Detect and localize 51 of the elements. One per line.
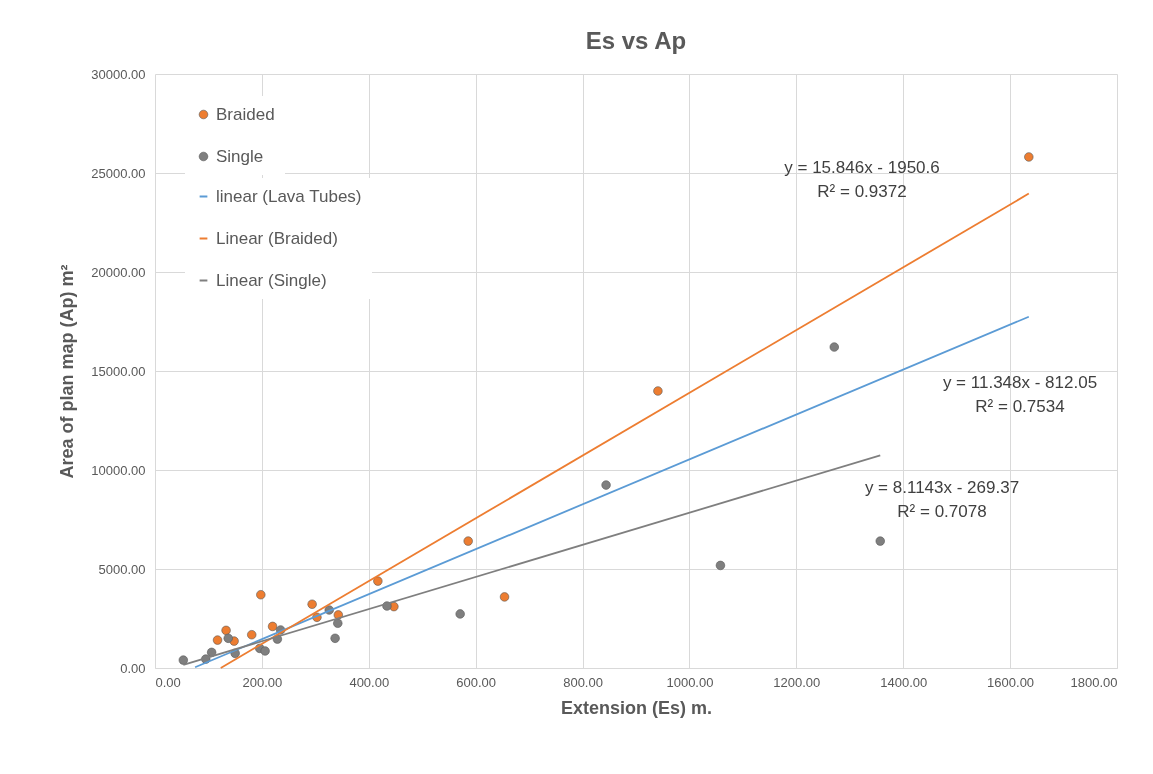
point xyxy=(267,621,278,632)
point xyxy=(499,592,510,602)
x-tick-label: 1800.00 xyxy=(1070,674,1118,690)
annotation: y = 15.846x - 1950.6 R² = 0.9372 xyxy=(784,158,940,201)
x-tick-label: 0.00 xyxy=(155,674,181,690)
chart-title: Es vs Ap xyxy=(585,27,687,54)
point xyxy=(221,625,231,635)
y-axis-title: Area of plan map (Ap) m² xyxy=(57,264,78,479)
y-tick-label: 10000.00 xyxy=(91,462,146,478)
point xyxy=(653,386,663,396)
x-tick-label: 600.00 xyxy=(456,674,497,690)
point xyxy=(829,342,839,352)
point xyxy=(212,635,223,645)
point xyxy=(463,536,473,546)
y-tick-label: 25000.00 xyxy=(91,165,146,181)
point xyxy=(260,646,270,656)
legend-label: Single xyxy=(216,146,264,166)
legend-label: Braided xyxy=(216,104,275,124)
legend-label: linear (Lava Tubes) xyxy=(216,186,362,206)
x-tick-label: 1000.00 xyxy=(666,674,714,690)
x-tick-label: 800.00 xyxy=(563,674,603,690)
legend-label: Linear (Single) xyxy=(216,270,327,290)
legend-label: Linear (Braided) xyxy=(216,228,338,248)
y-tick-label: 20000.00 xyxy=(91,264,146,280)
x-tick-label: 1600.00 xyxy=(987,674,1035,690)
point xyxy=(1024,152,1034,162)
point xyxy=(715,560,726,571)
point xyxy=(875,536,885,546)
annotation: y = 8.1143x - 269.37 R² = 0.7078 xyxy=(864,478,1020,521)
y-tick-label: 5000.00 xyxy=(98,561,146,577)
point xyxy=(207,647,217,657)
x-tick-label: 400.00 xyxy=(349,674,390,690)
annotation: y = 11.348x - 812.05 R² = 0.7534 xyxy=(942,373,1098,416)
point xyxy=(601,480,611,490)
point xyxy=(223,633,233,643)
y-tick-label: 30000.00 xyxy=(91,66,146,82)
y-tick-label: 15000.00 xyxy=(91,363,146,379)
point xyxy=(382,601,392,611)
point xyxy=(455,609,465,619)
y-tick-label: 0.00 xyxy=(120,660,146,676)
x-tick-label: 1400.00 xyxy=(880,674,928,690)
point xyxy=(256,590,266,600)
x-tick-label: 1200.00 xyxy=(773,674,821,690)
point xyxy=(247,630,257,640)
x-axis-title: Extension (Es) m. xyxy=(560,697,713,718)
point xyxy=(333,618,343,628)
point xyxy=(373,576,383,586)
point xyxy=(178,655,188,665)
point xyxy=(330,633,340,643)
x-tick-label: 200.00 xyxy=(242,674,283,690)
point xyxy=(307,599,317,609)
